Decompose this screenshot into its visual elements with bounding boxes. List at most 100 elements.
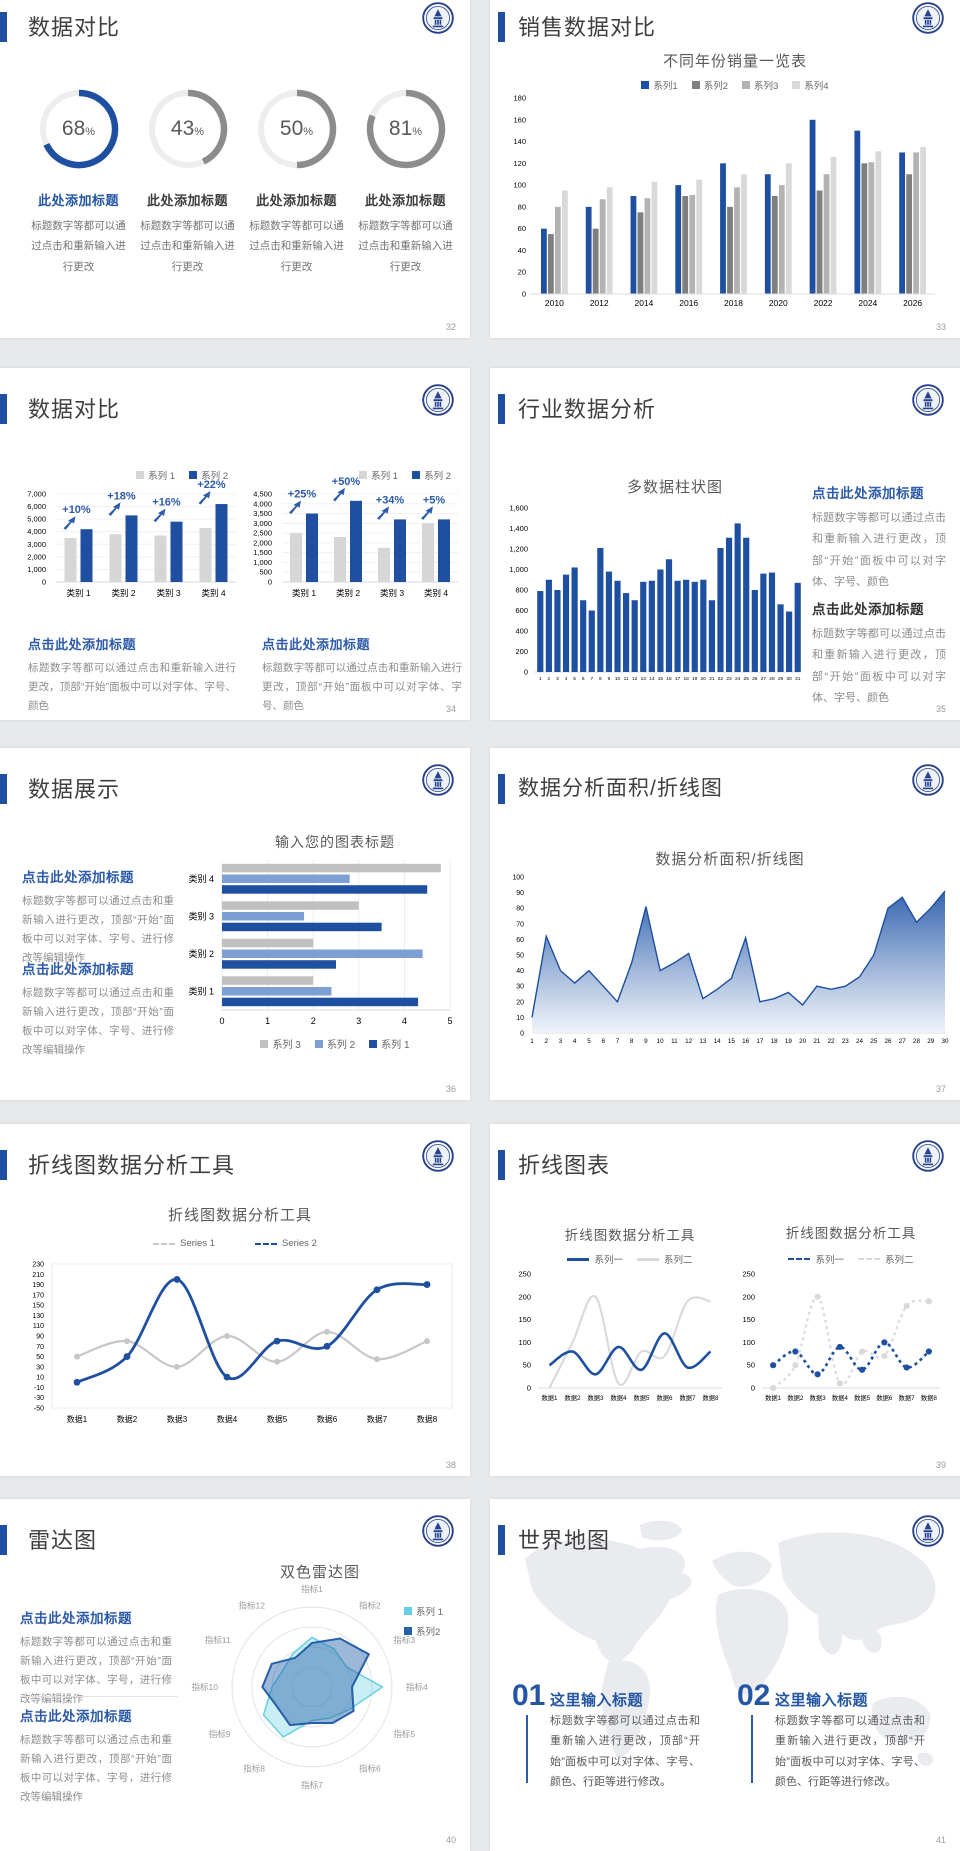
svg-text:6: 6 <box>582 676 585 682</box>
svg-text:21: 21 <box>709 676 715 682</box>
svg-text:13: 13 <box>699 1038 707 1045</box>
slide-thumbnail-37[interactable]: 数据分析面积/折线图 数据分析面积/折线图 0 10 20 30 40 50 60 70 80 9… <box>490 748 960 1100</box>
donut-item: 81% 此处添加标题 标题数字等都可以通过点击和重新输入进行更改 <box>351 86 460 277</box>
slide-title: 数据展示 <box>28 777 121 802</box>
item-number: 02 <box>737 1679 771 1712</box>
title-accent-bar <box>498 12 505 42</box>
svg-text:数据5: 数据5 <box>267 1414 288 1424</box>
svg-text:0: 0 <box>527 1384 531 1393</box>
svg-text:20: 20 <box>701 676 707 682</box>
svg-text:+34%: +34% <box>376 494 405 506</box>
caption-title: 点击此处添加标题 <box>28 637 137 652</box>
svg-text:1,400: 1,400 <box>509 524 528 533</box>
slide-thumbnail-40[interactable]: 雷达图 双色雷达图 系列 1 系列2 指标1 指标2 指标3 指标4 指标5 指标6 指标7… <box>0 1499 470 1851</box>
item-body: 标题数字等都可以通过点击和重新输入进行更改 <box>31 220 126 273</box>
svg-text:100: 100 <box>742 1338 755 1347</box>
page-number: 40 <box>445 1835 456 1845</box>
svg-text:10: 10 <box>657 1038 665 1045</box>
slide-thumbnail-36[interactable]: 数据展示 输入您的图表标题 0 1 2 3 4 5 类别 1 类别 2 类别 3 类别 4 系列 … <box>0 748 470 1100</box>
svg-text:60: 60 <box>516 937 524 944</box>
svg-text:类别 2: 类别 2 <box>188 948 214 959</box>
slide-title: 销售数据对比 <box>518 15 657 40</box>
svg-text:指标12: 指标12 <box>239 1601 266 1611</box>
legend-item: 系列 1 <box>359 468 398 482</box>
svg-text:10: 10 <box>516 1015 524 1022</box>
slide-thumbnail-41[interactable]: 世界地图 01 这里输入标题 标题数字等都可以通过点击和重新输入进行更改，顶部“… <box>490 1499 960 1851</box>
svg-text:7,000: 7,000 <box>27 490 46 499</box>
caption-block: 点击此处添加标题 标题数字等都可以通过点击和重新输入进行更改，顶部“开始”面板中… <box>812 598 946 710</box>
svg-text:17: 17 <box>756 1038 764 1045</box>
slide-thumbnail-39[interactable]: 折线图表 折线图数据分析工具 折线图数据分析工具 系列一 系列二 系列一 系列二… <box>490 1124 960 1476</box>
legend-item: 系列 2 <box>189 468 228 482</box>
chart-legend: 系列一 系列二 <box>751 1252 951 1266</box>
svg-text:20: 20 <box>799 1038 807 1045</box>
slide-thumbnail-33[interactable]: 销售数据对比 不同年份销量一览表 系列1 系列2 系列3 系列4 0 20 40 60… <box>490 0 960 338</box>
svg-text:数据6: 数据6 <box>656 1393 673 1402</box>
svg-text:5: 5 <box>447 1016 452 1026</box>
svg-text:27: 27 <box>761 676 767 682</box>
svg-text:类别 1: 类别 1 <box>66 588 90 598</box>
chart-legend: 系列1 系列2 系列3 系列4 <box>535 78 935 92</box>
svg-text:800: 800 <box>515 586 528 595</box>
svg-text:类别 4: 类别 4 <box>201 588 225 598</box>
svg-text:类别 4: 类别 4 <box>188 873 214 884</box>
svg-text:4,000: 4,000 <box>253 499 272 508</box>
svg-text:5: 5 <box>587 1038 591 1045</box>
svg-text:2: 2 <box>544 1038 548 1045</box>
svg-text:24: 24 <box>735 676 741 682</box>
svg-text:0: 0 <box>524 668 528 677</box>
slide-thumbnail-35[interactable]: 行业数据分析 多数据柱状图 0 200 400 600 800 1,000 1,200 1,4… <box>490 368 960 720</box>
title-accent-bar <box>0 774 7 804</box>
item-body: 标题数字等都可以通过点击和重新输入进行更改，顶部“开始”面板中可以对字体、字号、… <box>775 1715 925 1789</box>
slide-thumbnail-34[interactable]: 数据对比 系列 1 系列 2 系列 1 系列 2 0 1,000 2,000 3,00… <box>0 368 470 720</box>
svg-text:2024: 2024 <box>858 298 877 308</box>
svg-text:数据3: 数据3 <box>167 1414 188 1424</box>
donut-item: 68% 此处添加标题 标题数字等都可以通过点击和重新输入进行更改 <box>24 86 133 277</box>
svg-text:指标5: 指标5 <box>393 1729 415 1739</box>
caption-body: 标题数字等都可以通过点击和重新输入进行更改，顶部“开始”面板中可以对字体、字号、… <box>22 895 174 964</box>
svg-text:26: 26 <box>885 1038 893 1045</box>
svg-text:12: 12 <box>685 1038 693 1045</box>
svg-text:数据5: 数据5 <box>854 1393 871 1402</box>
svg-text:类别 2: 类别 2 <box>336 588 360 598</box>
svg-text:+18%: +18% <box>107 490 136 502</box>
svg-text:50: 50 <box>523 1361 531 1370</box>
svg-text:15: 15 <box>658 676 664 682</box>
chart-legend: 系列 3 系列 2 系列 1 <box>215 1036 455 1051</box>
progress-ring: 68% <box>36 86 122 172</box>
legend-item: 系列 1 <box>369 1036 410 1051</box>
svg-text:2020: 2020 <box>769 298 788 308</box>
svg-text:+22%: +22% <box>197 479 226 491</box>
svg-text:15: 15 <box>728 1038 736 1045</box>
slide-thumbnail-32[interactable]: 数据对比 68% 此处添加标题 标题数字等都可以通过点击和重新输入进行更改 43… <box>0 0 470 338</box>
svg-text:6,000: 6,000 <box>27 502 46 511</box>
svg-text:28: 28 <box>769 676 775 682</box>
svg-text:-30: -30 <box>34 1395 44 1402</box>
svg-text:250: 250 <box>742 1270 755 1279</box>
svg-text:200: 200 <box>518 1292 531 1301</box>
svg-text:21: 21 <box>813 1038 821 1045</box>
chart-legend: 系列一 系列二 <box>530 1252 730 1266</box>
svg-text:数据4: 数据4 <box>217 1414 238 1424</box>
item-body: 标题数字等都可以通过点击和重新输入进行更改 <box>358 220 453 273</box>
svg-text:210: 210 <box>32 1272 44 1279</box>
svg-text:22: 22 <box>718 676 724 682</box>
legend-item: 系列 2 <box>314 1036 355 1051</box>
svg-text:数据3: 数据3 <box>810 1393 827 1402</box>
caption-title: 点击此处添加标题 <box>22 870 134 885</box>
svg-text:指标3: 指标3 <box>393 1635 415 1645</box>
svg-text:数据7: 数据7 <box>367 1414 388 1424</box>
svg-text:+50%: +50% <box>332 476 361 488</box>
chart-title: 折线图数据分析工具 <box>167 1207 312 1224</box>
svg-text:60: 60 <box>518 224 526 233</box>
caption-body: 标题数字等都可以通过点击和重新输入进行更改，顶部“开始”面板中可以对字体、字号，… <box>20 1636 172 1705</box>
percent-value: 68% <box>61 117 96 140</box>
svg-text:2,000: 2,000 <box>253 538 272 547</box>
svg-text:160: 160 <box>513 115 526 124</box>
svg-text:0: 0 <box>219 1016 224 1026</box>
slide-thumbnail-38[interactable]: 折线图数据分析工具 折线图数据分析工具 Series 1 Series 2 23… <box>0 1124 470 1476</box>
svg-text:22: 22 <box>828 1038 836 1045</box>
school-badge-logo <box>422 1140 454 1172</box>
svg-text:类别 2: 类别 2 <box>111 588 135 598</box>
